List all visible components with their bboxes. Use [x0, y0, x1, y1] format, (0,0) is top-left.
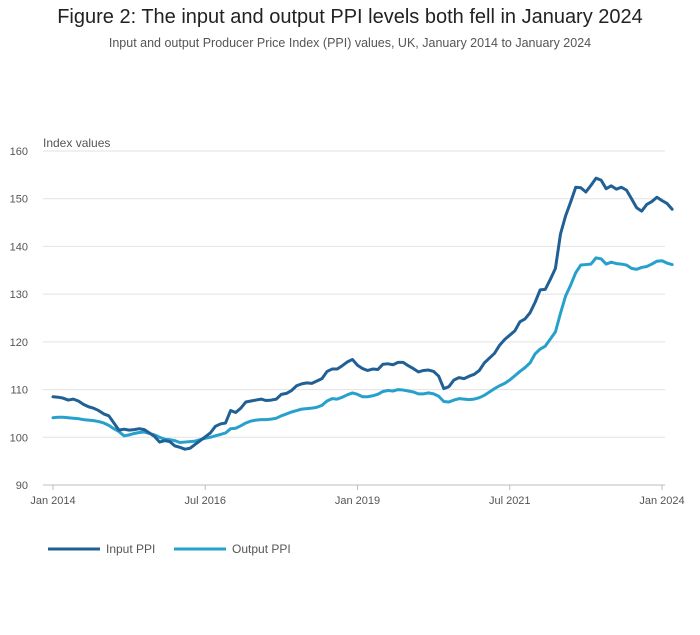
- legend-label: Input PPI: [106, 542, 155, 556]
- gridlines: [43, 150, 665, 486]
- chart-title: Figure 2: The input and output PPI level…: [57, 6, 643, 28]
- y-tick-label: 130: [10, 289, 28, 301]
- y-tick-label: 100: [10, 432, 28, 444]
- x-tick-label: Jan 2019: [335, 495, 380, 507]
- y-axis-ticks: 90 100 110 120 130 140 150 160: [10, 146, 28, 492]
- y-tick-label: 90: [16, 480, 28, 492]
- series-line-output-ppi: [51, 256, 674, 445]
- y-tick-label: 140: [10, 241, 28, 253]
- y-axis-label: Index values: [43, 136, 110, 150]
- x-tick-label: Jul 2016: [184, 495, 226, 507]
- x-axis: Jan 2014 Jul 2016 Jan 2019 Jul 2021 Jan 2024: [30, 485, 685, 507]
- series-lines: [51, 176, 674, 451]
- series-line-input-ppi: [51, 176, 674, 451]
- x-tick-label: Jan 2024: [639, 495, 684, 507]
- y-tick-label: 120: [10, 337, 28, 349]
- x-tick-label: Jan 2014: [30, 495, 75, 507]
- legend: Input PPI Output PPI: [48, 542, 291, 556]
- x-tick-label: Jul 2021: [489, 495, 531, 507]
- y-tick-label: 160: [10, 146, 28, 158]
- chart-subtitle: Input and output Producer Price Index (P…: [108, 36, 592, 50]
- y-tick-label: 110: [10, 385, 28, 397]
- legend-label: Output PPI: [232, 542, 291, 556]
- y-tick-label: 150: [10, 194, 28, 206]
